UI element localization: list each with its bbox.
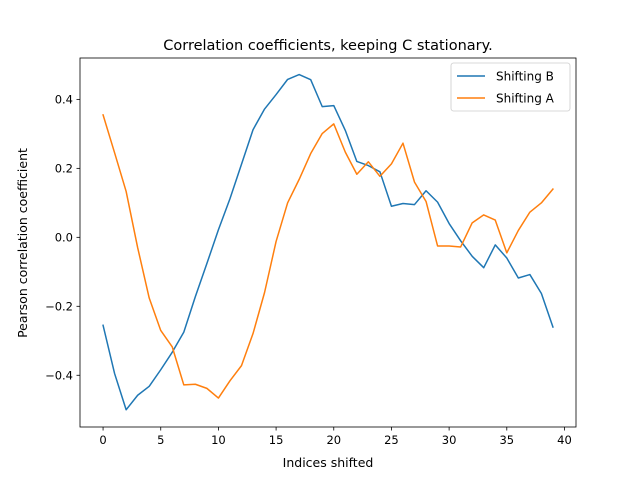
plot-area	[79, 57, 577, 428]
x-tick-label: 30	[442, 433, 457, 447]
y-tick-label: −0.4	[45, 368, 73, 382]
legend-label: Shifting B	[496, 70, 554, 84]
x-tick-label: 25	[384, 433, 399, 447]
y-tick-label: 0.0	[55, 230, 73, 244]
y-tick-label: −0.2	[45, 299, 73, 313]
x-tick-label: 0	[99, 433, 106, 447]
legend-label: Shifting A	[496, 92, 555, 106]
x-tick-label: 40	[557, 433, 572, 447]
x-tick-label: 20	[326, 433, 341, 447]
x-axis: 0 5 10 15 20 25 30 35 40	[99, 427, 572, 447]
x-tick-label: 5	[157, 433, 164, 447]
legend-box	[450, 62, 571, 112]
x-tick-label: 35	[499, 433, 514, 447]
legend: Shifting B Shifting A	[450, 62, 571, 112]
series-line-0	[102, 73, 554, 411]
y-tick-label: 0.4	[55, 92, 73, 106]
chart-title: Correlation coefficients, keeping C stat…	[163, 38, 492, 54]
plot-frame	[79, 57, 577, 428]
series-line-1	[102, 113, 554, 399]
y-axis: −0.4 −0.2 0.0 0.2 0.4	[45, 92, 80, 382]
x-tick-label: 15	[269, 433, 284, 447]
x-axis-label: Indices shifted	[283, 455, 374, 470]
y-tick-label: 0.2	[55, 161, 73, 175]
x-tick-label: 10	[211, 433, 226, 447]
y-axis-label: Pearson correlation coefficient	[15, 148, 30, 338]
